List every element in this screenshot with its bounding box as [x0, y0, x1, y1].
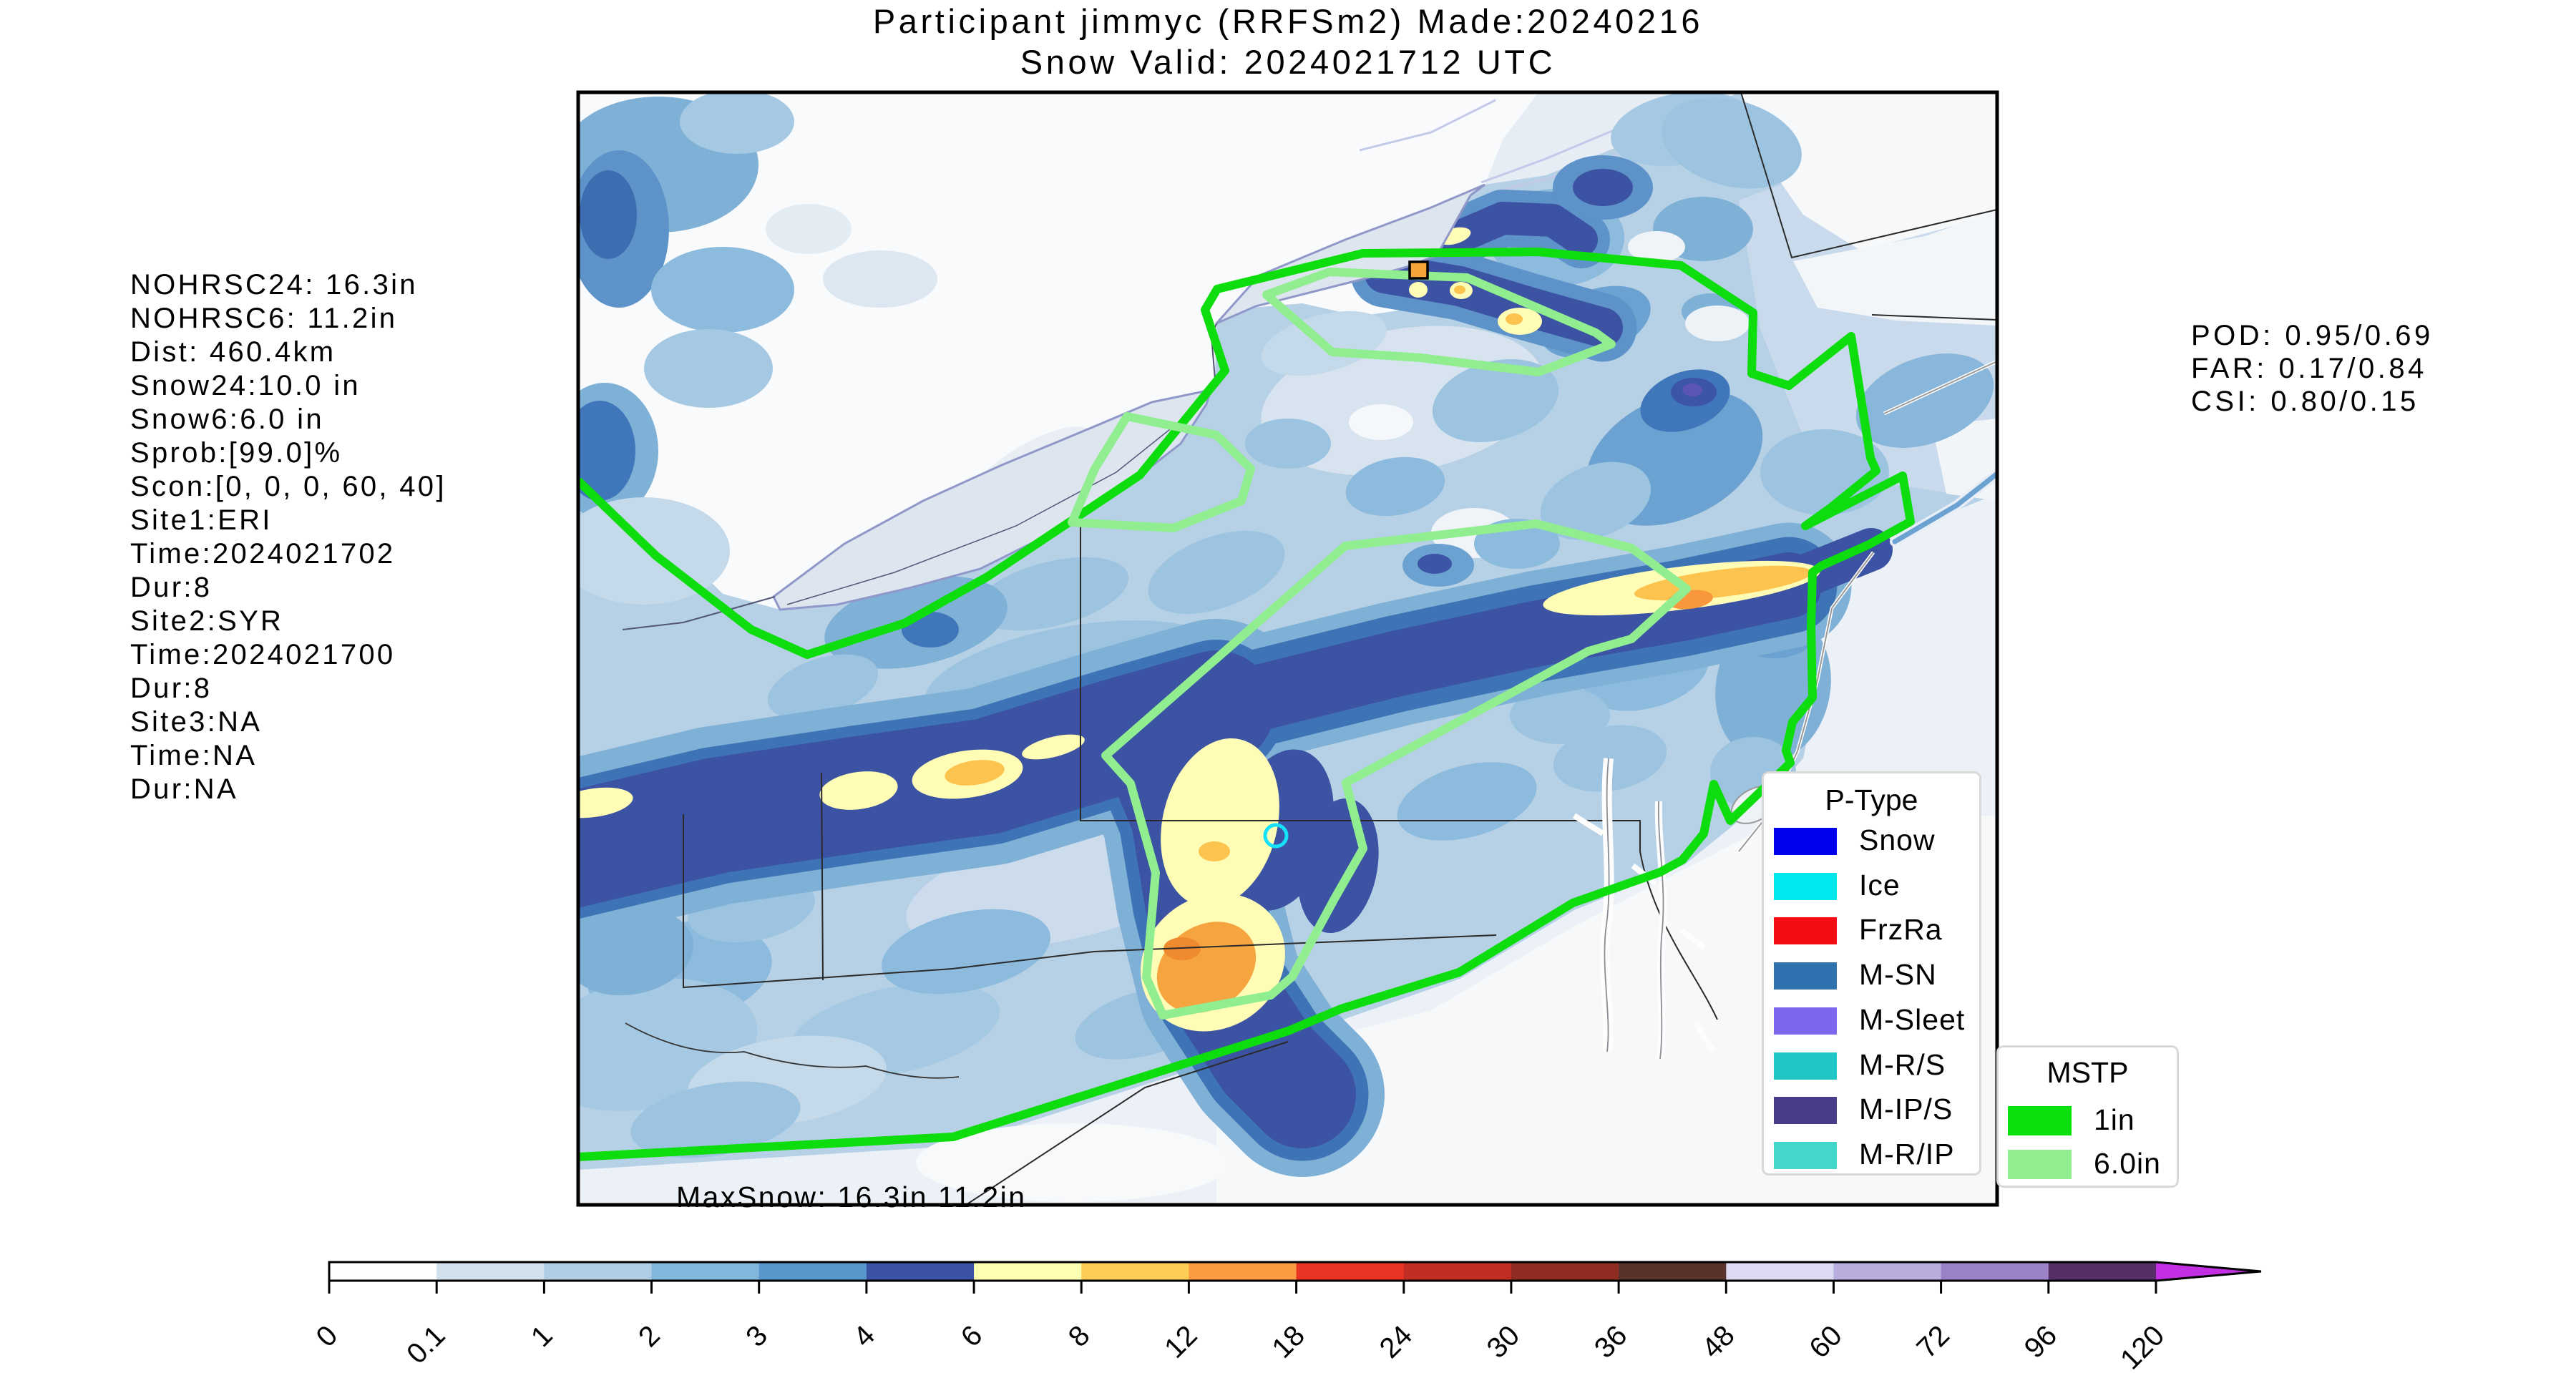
svg-text:3: 3: [740, 1319, 774, 1353]
svg-text:30: 30: [1481, 1319, 1526, 1364]
svg-text:12: 12: [1158, 1319, 1204, 1364]
svg-text:36: 36: [1589, 1319, 1634, 1364]
svg-text:96: 96: [2019, 1319, 2064, 1364]
svg-text:120: 120: [2114, 1319, 2170, 1373]
svg-text:8: 8: [1063, 1319, 1096, 1353]
svg-text:48: 48: [1696, 1319, 1741, 1364]
svg-text:18: 18: [1266, 1319, 1311, 1364]
svg-text:6: 6: [955, 1319, 989, 1353]
svg-text:2: 2: [633, 1319, 666, 1353]
svg-text:0: 0: [311, 1319, 344, 1353]
svg-text:60: 60: [1803, 1319, 1848, 1364]
svg-text:4: 4: [847, 1319, 881, 1353]
svg-text:1: 1: [525, 1319, 559, 1353]
svg-text:0.1: 0.1: [401, 1319, 451, 1369]
svg-text:24: 24: [1374, 1319, 1419, 1364]
svg-text:72: 72: [1911, 1319, 1956, 1364]
